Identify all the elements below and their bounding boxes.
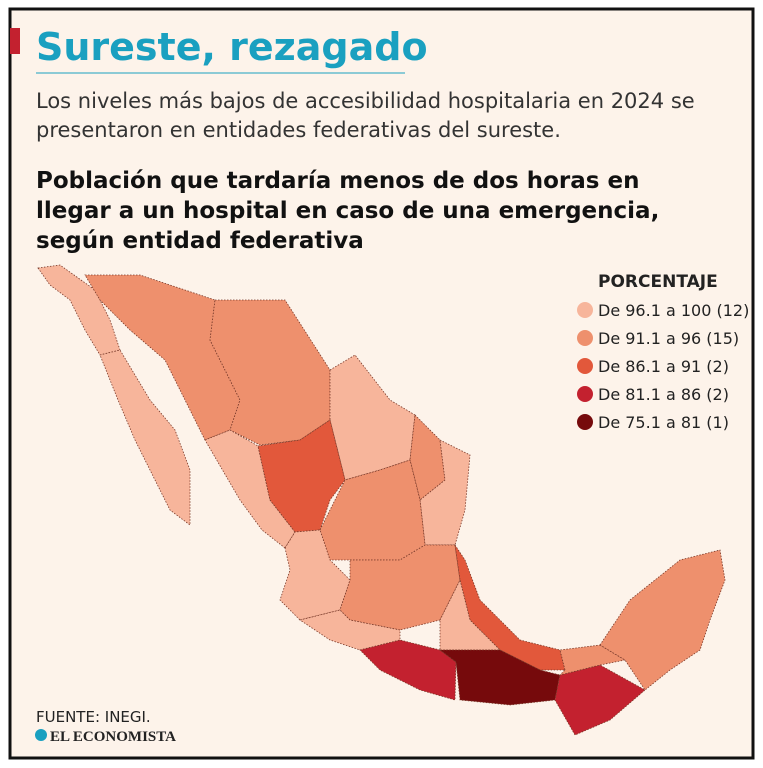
- state: [409, 414, 446, 501]
- map-title-line: llegar a un hospital en caso de una emer…: [36, 198, 659, 224]
- state: [554, 664, 646, 736]
- state: [439, 578, 501, 651]
- state: [329, 354, 416, 481]
- source: FUENTE: INEGI.: [36, 708, 151, 726]
- state: [257, 419, 346, 533]
- map-title-line: según entidad federativa: [36, 228, 364, 254]
- map-title-line: Población que tardaría menos de dos hora…: [36, 168, 639, 194]
- subtitle-line: Los niveles más bajos de accesibilidad h…: [36, 89, 695, 113]
- state: [279, 529, 351, 621]
- legend-swatch: [577, 358, 593, 374]
- state: [299, 609, 401, 651]
- legend: PORCENTAJE De 96.1 a 100 (12) De 91.1 a 9…: [577, 272, 749, 432]
- state: [37, 264, 121, 356]
- state: [319, 459, 426, 561]
- legend-label: De 86.1 a 91 (2): [598, 357, 729, 376]
- legend-swatch: [577, 386, 593, 402]
- legend-swatch: [577, 330, 593, 346]
- legend-swatch: [577, 414, 593, 430]
- state: [204, 429, 296, 549]
- state: [599, 549, 726, 691]
- legend-label: De 96.1 a 100 (12): [598, 301, 749, 320]
- state: [99, 349, 191, 526]
- brand: EL ECONOMISTA: [50, 729, 176, 745]
- subtitle-line: presentaron en entidades federativas del…: [36, 118, 561, 142]
- state: [419, 439, 471, 546]
- title: Sureste, rezagado: [36, 25, 428, 69]
- state: [84, 274, 241, 441]
- legend-label: De 75.1 a 81 (1): [598, 413, 729, 432]
- state: [359, 639, 457, 701]
- legend-swatch: [577, 302, 593, 318]
- legend-title: PORCENTAJE: [598, 272, 718, 292]
- title-accent: [10, 28, 20, 54]
- state: [454, 544, 566, 671]
- brand-logo: [35, 729, 47, 741]
- legend-label: De 91.1 a 96 (15): [598, 329, 739, 348]
- map: [37, 264, 726, 736]
- legend-label: De 81.1 a 86 (2): [598, 385, 729, 404]
